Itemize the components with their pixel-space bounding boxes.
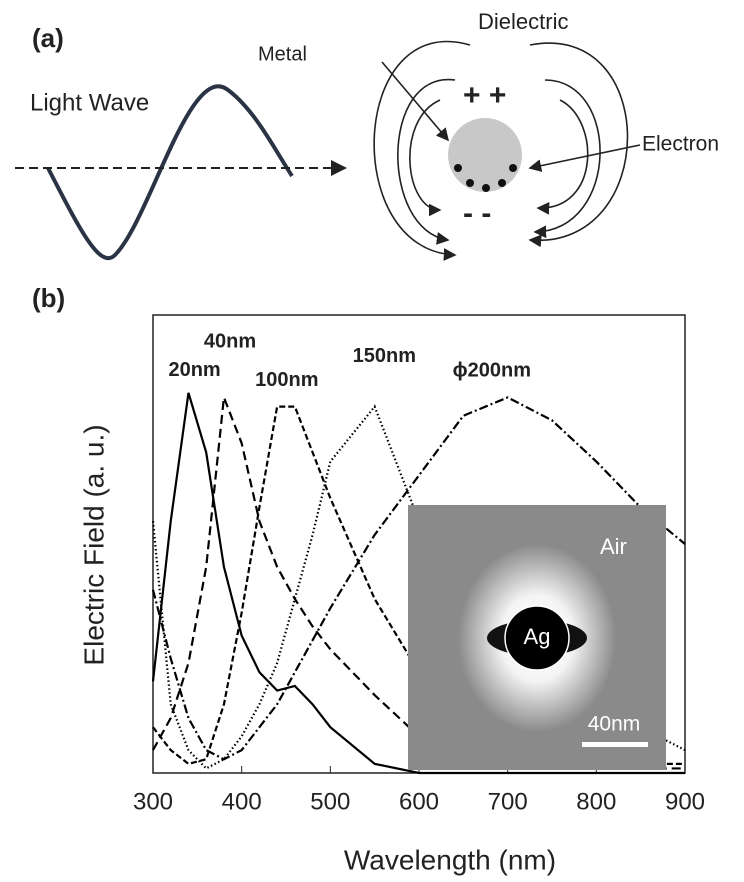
diagram: (a) Light Wave Metal Dielectric Electron… xyxy=(15,9,719,261)
y-axis-label: Electric Field (a. u.) xyxy=(78,424,109,665)
series-label: 100nm xyxy=(255,369,318,391)
inset-particle xyxy=(504,605,570,671)
minus-charges: - - xyxy=(463,197,491,230)
x-axis-label: Wavelength (nm) xyxy=(344,844,556,875)
series-label: ϕ200nm xyxy=(453,360,531,382)
x-tick-label: 400 xyxy=(222,788,262,815)
series-label: 150nm xyxy=(353,345,416,367)
x-tick-label: 900 xyxy=(665,788,705,815)
x-tick-label: 800 xyxy=(576,788,616,815)
scale-bar xyxy=(582,742,648,747)
x-tick-label: 300 xyxy=(133,788,173,815)
dielectric-label: Dielectric xyxy=(478,9,568,34)
field-lines xyxy=(373,41,641,261)
series-label: 20nm xyxy=(168,359,220,381)
electron-label: Electron xyxy=(642,133,719,156)
inset: Ag Air 40nm xyxy=(408,505,666,770)
metal-particle xyxy=(448,118,522,192)
series-line xyxy=(151,392,685,775)
x-tick-label: 500 xyxy=(310,788,350,815)
light-wave-label: Light Wave xyxy=(30,89,149,116)
electrons xyxy=(454,164,517,192)
panel-label: (b) xyxy=(32,283,65,313)
inset-medium-label: Air xyxy=(600,534,627,559)
x-tick-label: 600 xyxy=(399,788,439,815)
inset-scale-label: 40nm xyxy=(588,713,641,736)
inset-particle-label: Ag xyxy=(524,624,551,649)
panel-label: (a) xyxy=(32,23,64,53)
wave xyxy=(46,84,294,261)
series-line xyxy=(151,396,686,761)
plus-charges: + + xyxy=(463,79,506,112)
series-label: 40nm xyxy=(204,331,256,353)
x-tick-label: 700 xyxy=(488,788,528,815)
metal-label: Metal xyxy=(258,43,307,65)
